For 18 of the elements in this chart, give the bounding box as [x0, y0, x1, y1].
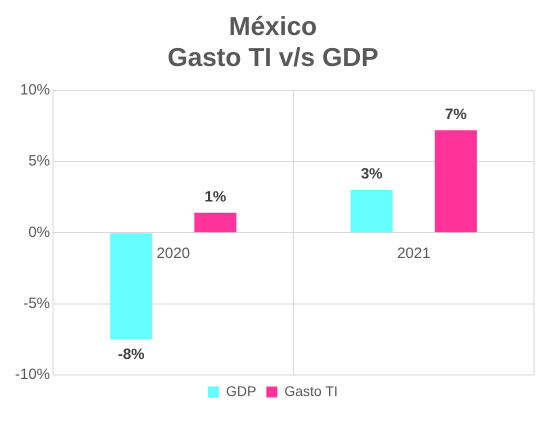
x-tick-label: 2020 [156, 244, 190, 262]
y-tick-label: 0% [28, 224, 50, 241]
legend-label: Gasto TI [284, 382, 338, 399]
data-label: -8% [118, 346, 145, 364]
x-tick-label: 2021 [397, 244, 430, 262]
data-label: 3% [360, 166, 383, 183]
legend-label: GDP [226, 382, 256, 399]
data-label: 1% [204, 188, 226, 206]
chart-title: México Gasto TI v/s GDP [168, 10, 378, 72]
bar [350, 190, 393, 232]
bar [194, 212, 236, 232]
bar [110, 233, 152, 340]
y-tick-label: 5% [28, 152, 50, 170]
data-label: 7% [444, 106, 467, 123]
y-tick-label: 10% [20, 82, 50, 99]
y-tick-label: -10% [14, 366, 50, 384]
y-tick-label: -5% [23, 294, 50, 312]
bar [434, 130, 477, 232]
